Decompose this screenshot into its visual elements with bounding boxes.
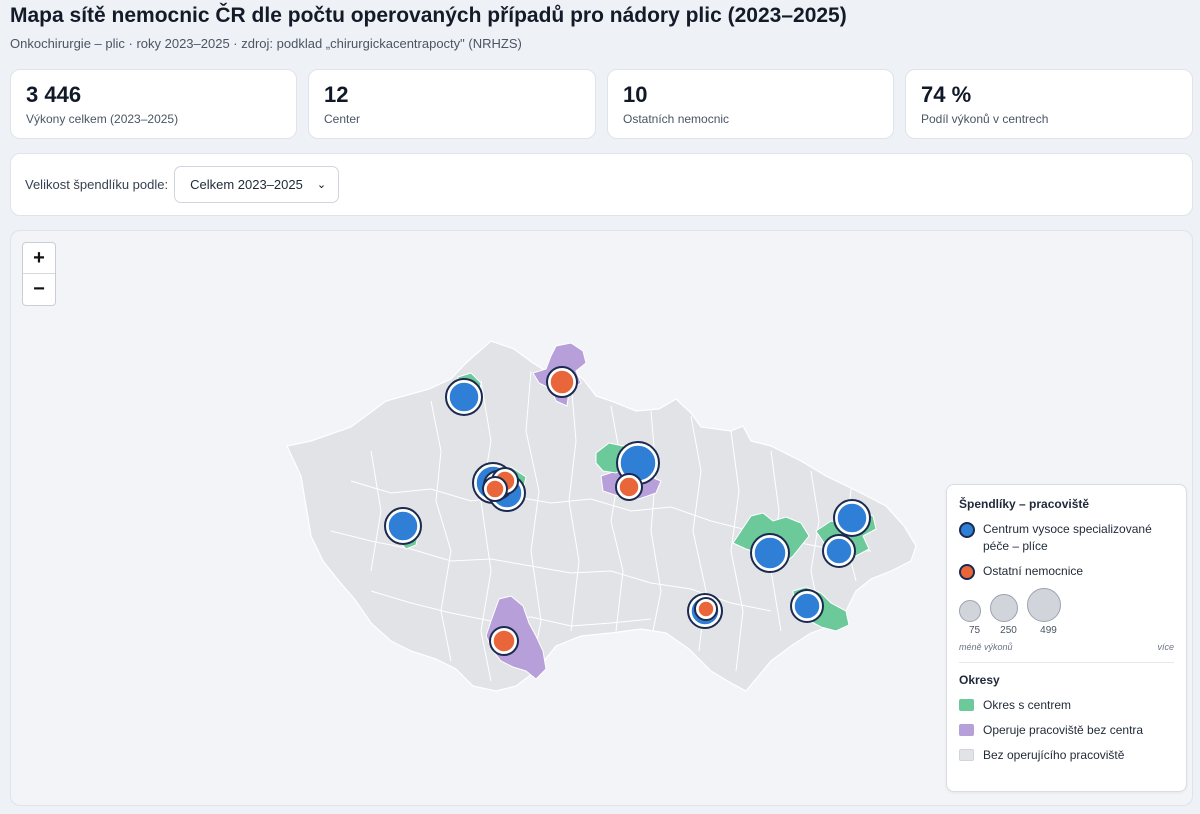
map-canvas[interactable] <box>11 231 1193 806</box>
legend-district-other: Operuje pracoviště bez centra <box>983 723 1144 737</box>
kpi-card-others: 10 Ostatních nemocnic <box>607 69 894 139</box>
size-label-medium: 250 <box>1000 625 1017 636</box>
pin-size-label: Velikost špendlíku podle: <box>25 177 169 192</box>
zoom-in-button[interactable]: + <box>23 243 55 274</box>
kpi-value: 74 % <box>921 82 972 107</box>
legend-district-none: Bez operujícího pracoviště <box>983 748 1125 762</box>
pins-layer <box>384 366 871 656</box>
legend-district-none-row: Bez operujícího pracoviště <box>959 747 1174 764</box>
pin-center[interactable] <box>825 537 853 565</box>
page-subtitle: Onkochirurgie – plic · roky 2023–2025 · … <box>10 36 522 51</box>
swatch-grey <box>959 749 974 761</box>
pin-other-hospital[interactable] <box>618 476 640 498</box>
kpi-card-share: 74 % Podíl výkonů v centrech <box>905 69 1193 139</box>
kpi-card-centers: 12 Center <box>308 69 596 139</box>
map-legend: Špendlíky – pracoviště Centrum vysoce sp… <box>946 484 1187 792</box>
map-panel[interactable]: + − Špendlíky – pracoviště Centrum vysoc… <box>10 230 1193 806</box>
kpi-value: 12 <box>324 82 349 107</box>
page-title: Mapa sítě nemocnic ČR dle počtu operovan… <box>10 4 847 27</box>
district-borders <box>330 370 872 682</box>
size-circle-medium <box>990 594 1018 622</box>
pin-center[interactable] <box>448 381 480 413</box>
zoom-control: + − <box>22 242 56 306</box>
pin-other-hospital[interactable] <box>697 600 715 618</box>
other-dot-icon <box>959 564 975 580</box>
pin-size-selected: Celkem 2023–2025 <box>190 177 303 192</box>
kpi-label: Výkony celkem (2023–2025) <box>26 112 179 126</box>
scale-direction: méně výkonů více <box>959 642 1174 652</box>
pin-other-hospital[interactable] <box>492 629 516 653</box>
country-shape <box>286 340 917 692</box>
legend-district-center-row: Okres s centrem <box>959 697 1174 714</box>
size-circle-small <box>959 600 981 622</box>
swatch-green <box>959 699 974 711</box>
legend-divider <box>959 662 1174 663</box>
scale-more: více <box>1157 642 1174 652</box>
legend-district-center: Okres s centrem <box>983 698 1072 712</box>
zoom-out-button[interactable]: − <box>33 278 45 300</box>
center-dot-icon <box>959 522 975 538</box>
pin-size-select[interactable]: Celkem 2023–2025 ⌄ <box>174 166 340 203</box>
kpi-value: 10 <box>623 82 648 107</box>
kpi-card-total: 3 446 Výkony celkem (2023–2025) <box>10 69 297 139</box>
size-scale <box>959 588 1174 622</box>
kpi-label: Podíl výkonů v centrech <box>921 112 1049 126</box>
pin-center[interactable] <box>793 592 821 620</box>
legend-other-label: Ostatní nemocnice <box>983 564 1084 578</box>
kpi-label: Center <box>324 112 361 126</box>
pin-center[interactable] <box>753 536 787 570</box>
legend-center-row: Centrum vysoce specializované péče – plí… <box>959 521 1174 555</box>
controls-panel: Velikost špendlíku podle: Celkem 2023–20… <box>10 153 1193 216</box>
legend-other-row: Ostatní nemocnice <box>959 563 1174 580</box>
legend-district-other-row: Operuje pracoviště bez centra <box>959 722 1174 739</box>
pin-center[interactable] <box>387 510 419 542</box>
legend-pins-title: Špendlíky – pracoviště <box>959 497 1090 511</box>
kpi-value: 3 446 <box>26 82 82 107</box>
pin-other-hospital[interactable] <box>549 369 575 395</box>
pin-center[interactable] <box>836 502 868 534</box>
kpi-label: Ostatních nemocnic <box>623 112 730 126</box>
size-circle-large <box>1027 588 1061 622</box>
chevron-down-icon: ⌄ <box>316 179 327 191</box>
scale-less: méně výkonů <box>959 642 1013 652</box>
size-label-large: 499 <box>1040 625 1057 636</box>
pin-other-hospital[interactable] <box>485 479 505 499</box>
size-labels: 75 250 499 <box>959 625 1174 636</box>
size-label-small: 75 <box>968 625 981 636</box>
swatch-purple <box>959 724 974 736</box>
legend-districts-title: Okresy <box>959 673 1000 687</box>
legend-center-label: Centrum vysoce specializované péče – plí… <box>983 522 1152 553</box>
